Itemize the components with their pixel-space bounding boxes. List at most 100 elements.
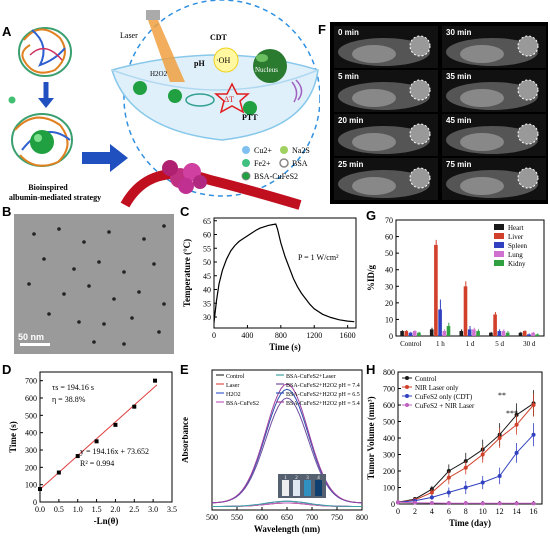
x-tick-label: 0.5 (54, 505, 64, 514)
mri-frame: 75 min (442, 158, 546, 200)
mri-frame-label: 45 min (446, 116, 472, 125)
data-point (463, 465, 468, 470)
bar (497, 331, 502, 336)
vial-number: 3 (306, 476, 309, 481)
panel-label-a: A (2, 24, 12, 39)
legend-swatch (494, 260, 504, 266)
absorbance-curve (211, 383, 363, 504)
x-tick-label: 750 (331, 513, 343, 522)
y-tick-label: 600 (383, 401, 395, 410)
cell-bowl (111, 54, 319, 141)
mri-frame: 35 min (442, 70, 546, 112)
data-point (480, 452, 485, 457)
x-tick-label: 650 (281, 513, 293, 522)
laser-label: Laser (120, 31, 138, 40)
bar (531, 332, 535, 336)
y-tick-label: 10 (385, 315, 393, 324)
data-point (412, 500, 417, 505)
mri-frame: 30 min (442, 26, 546, 68)
vial-icon (315, 480, 322, 496)
mri-frame-label: 30 min (446, 28, 472, 37)
legend-label: CuFeS2 + NIR Laser (415, 402, 475, 410)
legend-marker (405, 385, 409, 389)
tem-particles (27, 224, 166, 346)
x-tick-label: 3.5 (167, 505, 177, 514)
x-tick-label: 16 (530, 507, 538, 516)
legend-label: Laser (226, 383, 239, 389)
legend-label: Lung (508, 251, 523, 259)
x-tick-label: 1200 (306, 331, 322, 340)
data-point (531, 403, 536, 407)
y-tick-label: 400 (383, 434, 395, 443)
mri-frame-label: 20 min (338, 116, 364, 125)
bar (493, 314, 497, 336)
panel-label-h: H (366, 362, 376, 377)
data-point (429, 490, 434, 495)
data-point (531, 432, 536, 437)
y-tick-label: 0 (391, 500, 395, 509)
x-tick-label: 30 d (523, 340, 536, 348)
cdt-label: CDT (210, 33, 228, 42)
y-tick-label: 40 (385, 266, 393, 275)
ph-label: pH (194, 59, 205, 68)
fit-annotation: η = 38.8% (52, 395, 86, 404)
legend-label: BSA-CuFeS2+H2O2 pH = 6.5 (286, 392, 360, 398)
y-tick-label: 100 (383, 484, 395, 493)
bar (412, 331, 417, 336)
x-tick-label: 2 (413, 507, 417, 516)
x-tick-label: 1600 (340, 331, 356, 340)
x-axis-label: -Ln(θ) (94, 516, 119, 526)
data-point (429, 487, 434, 492)
albumin-protein-icon (18, 27, 72, 77)
legend-cu: Cu2+ (254, 146, 272, 155)
legend-label: BSA-CuFeS2 (226, 401, 259, 407)
legend-swatch (494, 224, 504, 230)
bar (505, 332, 510, 336)
bar (463, 286, 468, 336)
ptt-label: PTT (242, 113, 258, 122)
data-point (497, 473, 502, 478)
mri-frame: 0 min (334, 26, 438, 68)
nanoparticle-icon (133, 81, 147, 95)
y-tick-label: 50 (203, 258, 211, 267)
x-tick-label: 1.5 (92, 505, 102, 514)
bar (442, 331, 447, 336)
data-point (514, 501, 519, 506)
oh-label: ·OH (216, 56, 230, 65)
scale-bar-label: 50 nm (18, 332, 45, 342)
power-annotation: P = 1 W/cm² (298, 253, 339, 262)
blood-vessel (120, 168, 302, 210)
mitochondria-icon (185, 93, 215, 107)
y-tick-label: 0 (33, 498, 37, 507)
bar (438, 309, 442, 336)
scale-bar (20, 343, 50, 346)
y-tick-label: 55 (203, 244, 211, 253)
legend-fe: Fe2+ (254, 159, 271, 168)
bar (476, 331, 480, 336)
data-point (514, 422, 519, 427)
y-tick-label: 30 (203, 313, 211, 322)
legend-label: BSA-CuFeS2+H2O2 pH = 5.4 (286, 401, 360, 407)
bar (408, 332, 413, 336)
panel-b-tem-image: 50 nm (14, 214, 174, 354)
x-axis-label: Time (s) (269, 342, 301, 352)
data-point (531, 501, 536, 506)
y-axis-label: Tumor Volume (mm³) (366, 396, 376, 479)
x-tick-label: 2.5 (129, 505, 139, 514)
data-point (446, 475, 451, 480)
y-tick-label: 40 (203, 286, 211, 295)
mri-frame: 20 min (334, 114, 438, 156)
caption-line1: Bioinspired (28, 183, 68, 192)
data-point (480, 480, 485, 485)
oh-burst-icon (213, 47, 239, 73)
x-tick-label: 12 (496, 507, 504, 516)
data-point (113, 422, 118, 427)
mri-frame-label: 75 min (446, 160, 472, 169)
x-tick-label: 4 (430, 507, 434, 516)
vial-number: 2 (295, 476, 298, 481)
cu-ion-icon (8, 96, 16, 104)
vial-icon (304, 480, 311, 496)
y-tick-label: 500 (383, 418, 395, 427)
panel-label-e: E (180, 362, 189, 377)
data-point (132, 404, 137, 409)
